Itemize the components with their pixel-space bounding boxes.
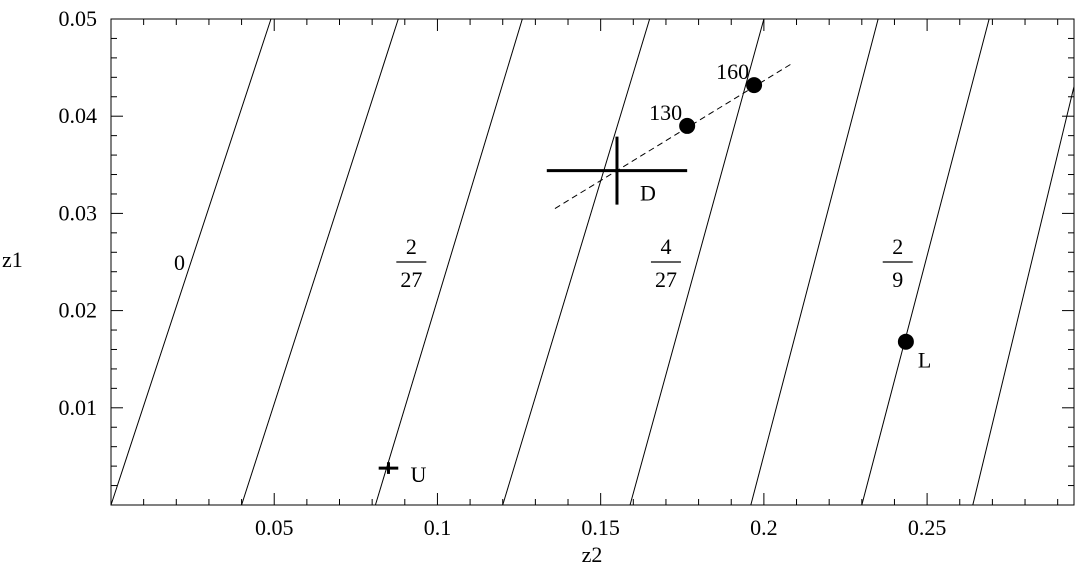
data-point-label: 160 <box>716 59 749 84</box>
fraction-numerator: 2 <box>406 234 417 259</box>
error-cross-label: D <box>640 181 656 206</box>
contour-label-fraction: 427 <box>650 234 681 292</box>
contour-line <box>750 18 879 506</box>
fraction-denominator: 27 <box>400 267 422 292</box>
contour-label: 0 <box>174 250 185 275</box>
contour-lines <box>110 18 1075 506</box>
contour-line <box>502 18 651 506</box>
contour-line <box>972 86 1075 506</box>
plot-border <box>110 18 1075 506</box>
contour-line <box>629 18 765 506</box>
x-axis-label: z2 <box>582 542 603 564</box>
x-tick-label: 0.25 <box>908 515 947 540</box>
y-axis-label: z1 <box>2 247 23 272</box>
axis-ticks: 0.05 0.1 0.15 0.2 0.25 0.01 0.02 0.03 0.04 0.05 <box>59 6 1074 540</box>
y-tick-label: 0.03 <box>59 200 98 225</box>
contour-label-fraction: 227 <box>396 234 427 292</box>
fraction-numerator: 4 <box>660 234 671 259</box>
data-point-label: 130 <box>649 100 682 125</box>
y-tick-label: 0.04 <box>59 103 98 128</box>
y-tick-label: 0.01 <box>59 395 98 420</box>
plot-frame <box>110 18 1075 506</box>
contour-line <box>241 18 399 506</box>
fraction-denominator: 9 <box>892 267 903 292</box>
data-point <box>897 333 914 350</box>
error-crosses: DU <box>378 136 688 487</box>
y-tick-label: 0.05 <box>59 6 98 31</box>
y-tick-label: 0.02 <box>59 298 98 323</box>
x-tick-label: 0.1 <box>424 515 452 540</box>
x-tick-label: 0.05 <box>255 515 294 540</box>
data-points: 130 160 L <box>649 59 931 373</box>
contour-line <box>110 18 272 506</box>
fraction-denominator: 27 <box>655 267 677 292</box>
contour-label-fraction: 29 <box>882 234 913 292</box>
x-tick-label: 0.15 <box>581 515 620 540</box>
data-point-label: L <box>918 348 931 373</box>
data-point <box>746 77 763 94</box>
error-cross-label: U <box>410 462 426 487</box>
data-point <box>679 117 696 134</box>
contour-line <box>374 18 523 506</box>
x-tick-label: 0.2 <box>750 515 778 540</box>
contour-line <box>861 18 990 506</box>
fraction-numerator: 2 <box>892 234 903 259</box>
